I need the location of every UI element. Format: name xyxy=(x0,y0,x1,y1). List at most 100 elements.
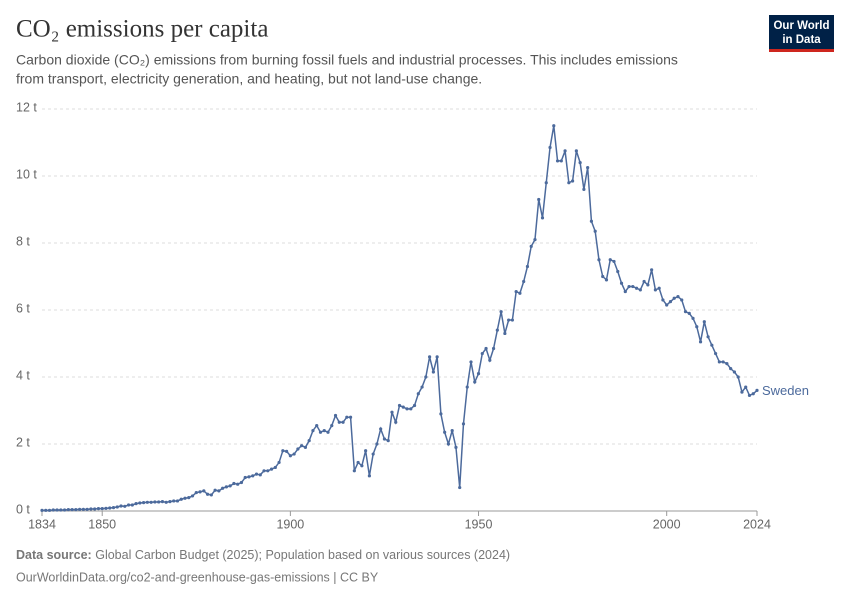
point xyxy=(578,161,582,165)
point xyxy=(488,358,492,362)
point xyxy=(70,508,74,512)
y-tick-label: 4 t xyxy=(16,368,30,382)
point xyxy=(691,316,695,320)
point xyxy=(303,445,308,449)
point xyxy=(232,481,236,486)
point xyxy=(285,449,289,453)
point xyxy=(533,238,537,242)
point xyxy=(115,505,119,509)
line xyxy=(42,125,758,512)
point xyxy=(484,346,488,351)
point xyxy=(582,187,586,191)
legend-label: Sweden xyxy=(762,383,809,398)
point xyxy=(262,469,266,473)
point xyxy=(732,370,737,374)
point xyxy=(514,289,518,294)
point xyxy=(104,506,108,510)
point xyxy=(695,325,699,329)
point xyxy=(78,507,82,511)
point xyxy=(507,318,511,322)
point xyxy=(44,508,48,512)
point xyxy=(601,274,605,279)
point xyxy=(634,286,639,290)
point xyxy=(62,508,67,512)
point xyxy=(337,420,341,424)
point xyxy=(435,355,439,359)
source-text: Global Carbon Budget (2025); Population … xyxy=(95,548,510,562)
point xyxy=(589,219,594,223)
point xyxy=(619,281,624,285)
point xyxy=(371,452,375,456)
point xyxy=(258,473,262,477)
source: Data source: Global Carbon Budget (2025)… xyxy=(16,548,510,562)
point xyxy=(627,284,631,289)
point xyxy=(476,372,481,376)
point xyxy=(394,420,398,424)
point xyxy=(751,392,755,396)
point xyxy=(66,508,70,512)
point xyxy=(198,490,202,494)
point xyxy=(145,500,149,504)
point xyxy=(480,351,484,356)
point xyxy=(311,429,315,433)
point xyxy=(138,501,142,505)
y-tick-label: 8 t xyxy=(16,234,30,248)
point xyxy=(168,500,172,504)
point xyxy=(47,508,52,512)
point xyxy=(548,145,552,150)
point xyxy=(740,390,744,394)
point xyxy=(665,303,669,307)
x-tick-label: 2000 xyxy=(653,517,681,531)
point xyxy=(164,500,168,504)
source-label: Data source: xyxy=(16,548,92,562)
point xyxy=(604,278,609,282)
point xyxy=(721,360,725,364)
point xyxy=(563,149,567,153)
point xyxy=(209,493,213,497)
point xyxy=(537,197,541,202)
point xyxy=(616,269,620,274)
point xyxy=(386,439,390,443)
point xyxy=(93,507,97,511)
point xyxy=(397,403,402,408)
point xyxy=(458,485,462,490)
point xyxy=(473,380,477,384)
point xyxy=(318,430,323,434)
point xyxy=(646,283,650,287)
point xyxy=(74,508,78,512)
point xyxy=(571,179,575,183)
point xyxy=(96,507,101,511)
point xyxy=(544,181,548,185)
y-tick-label: 0 t xyxy=(16,502,30,516)
point xyxy=(612,259,616,264)
point xyxy=(510,318,514,322)
point xyxy=(702,320,706,324)
point xyxy=(356,460,360,465)
point xyxy=(273,465,277,470)
point xyxy=(567,181,571,185)
point xyxy=(85,507,89,511)
point xyxy=(401,405,405,409)
point xyxy=(379,427,383,431)
chart-title: CO₂ emissions per capita xyxy=(16,16,268,43)
point xyxy=(672,296,676,300)
point xyxy=(341,420,345,424)
point xyxy=(348,415,353,419)
point xyxy=(194,490,198,495)
point xyxy=(89,507,93,511)
point xyxy=(657,286,661,290)
point xyxy=(747,393,752,398)
point xyxy=(642,279,646,284)
point xyxy=(326,430,330,434)
point xyxy=(330,423,334,428)
point xyxy=(454,445,458,449)
x-tick-label: 1850 xyxy=(88,517,116,531)
point xyxy=(593,229,597,233)
point xyxy=(574,149,578,153)
point xyxy=(221,486,225,490)
point xyxy=(254,472,259,476)
point xyxy=(205,492,210,496)
point xyxy=(552,124,556,128)
point xyxy=(243,475,247,480)
